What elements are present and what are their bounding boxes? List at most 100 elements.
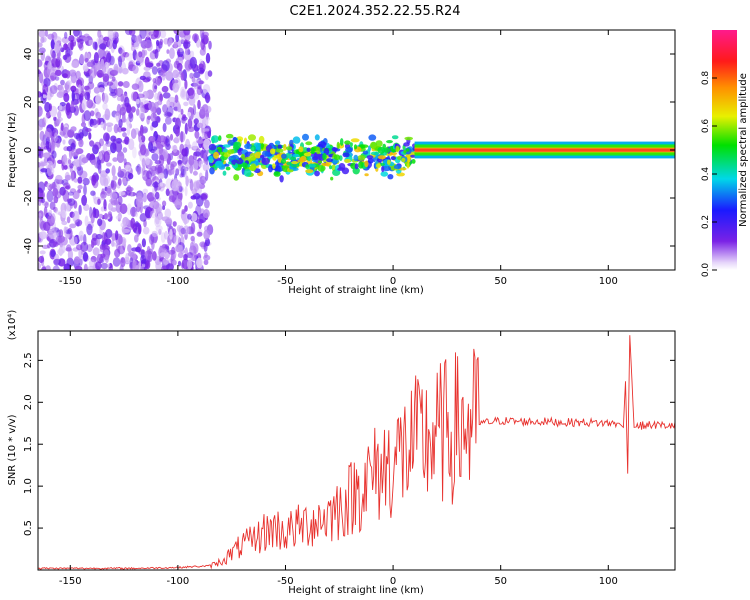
spectrogram-cell: [51, 213, 56, 224]
spectrogram-cell: [72, 190, 80, 200]
spectrogram-cell: [184, 205, 188, 212]
spectrogram-cell: [174, 94, 179, 104]
spectrogram-cell: [338, 163, 346, 170]
spectrogram-cell: [112, 157, 118, 162]
spectrogram-y-tick-label: 20: [23, 96, 34, 109]
spectrogram-band: [414, 149, 675, 151]
spectrogram-cell: [205, 94, 211, 102]
spectrogram-cell: [38, 181, 46, 193]
spectrogram-cell: [43, 221, 51, 231]
spectrogram-cell: [182, 225, 190, 236]
spectrogram-cell: [142, 226, 150, 235]
snr-series-line: [37, 335, 676, 570]
spectrogram-cell: [85, 72, 90, 79]
spectrogram-cell: [76, 244, 83, 251]
spectrogram-cell: [187, 213, 192, 220]
spectrogram-cell: [56, 118, 61, 124]
spectrogram-cell: [42, 93, 47, 99]
spectrogram-cell: [164, 208, 172, 218]
spectrogram-cell: [203, 36, 208, 45]
spectrogram-cell: [350, 138, 360, 143]
spectrogram-cell: [145, 260, 151, 270]
spectrogram-cell: [173, 235, 181, 246]
spectrogram-cell: [38, 30, 46, 38]
spectrogram-cell: [144, 250, 152, 261]
spectrogram-cell: [168, 37, 173, 46]
spectrogram-cell: [158, 145, 164, 155]
spectrogram-cell: [45, 141, 50, 150]
spectrogram-cell: [196, 86, 203, 96]
spectrogram-cell: [61, 210, 67, 218]
spectrogram-cell: [142, 188, 149, 194]
spectrogram-cell: [81, 157, 89, 164]
spectrogram-cell: [390, 156, 396, 161]
spectrogram-cell: [281, 153, 287, 159]
spectrogram-cell: [77, 184, 83, 190]
spectrogram-cell: [148, 31, 156, 36]
spectrogram-cell: [118, 56, 123, 68]
spectrogram-cell: [192, 104, 197, 116]
spectrogram-cell: [101, 231, 106, 243]
spectrogram-cell: [62, 139, 66, 145]
spectrogram-cell: [205, 169, 209, 181]
spectrogram-cell: [279, 175, 284, 183]
spectrogram-cell: [113, 123, 119, 134]
spectrogram-cell: [141, 49, 146, 59]
spectrogram-cell: [74, 265, 83, 270]
spectrogram-cell: [292, 153, 300, 158]
spectrogram-cell: [49, 85, 58, 95]
spectrogram-cell: [100, 194, 106, 201]
spectrogram-cell: [168, 101, 175, 108]
spectrogram-cell: [67, 159, 72, 165]
spectrogram-cell: [128, 251, 134, 257]
spectrogram-cell: [83, 65, 89, 72]
spectrogram-cell: [222, 148, 228, 153]
spectrogram-y-tick-label: -20: [23, 190, 34, 206]
spectrogram-cell: [168, 249, 176, 255]
spectrogram-cell: [93, 52, 99, 64]
spectrogram-cell: [86, 99, 94, 109]
spectrogram-y-tick-label: 0: [23, 147, 34, 153]
spectrogram-cell: [88, 259, 96, 268]
spectrogram-cell: [94, 141, 102, 150]
spectrogram-cell: [45, 265, 51, 270]
spectrogram-cell: [158, 154, 165, 166]
snr-y-label: SNR (10 * v/v): [7, 414, 18, 485]
spectrogram-cell: [54, 42, 60, 54]
spectrogram-cell: [81, 194, 87, 206]
spectrogram-cell: [336, 141, 340, 150]
colorbar-tick-label: 0.2: [701, 215, 711, 229]
spectrogram-cell: [42, 36, 47, 43]
spectrogram-cell: [187, 259, 193, 270]
spectrogram-cell: [126, 124, 131, 136]
spectrogram-cell: [152, 181, 160, 188]
spectrogram-cell: [141, 171, 146, 177]
spectrogram-cell: [40, 50, 45, 61]
spectrogram-cell: [137, 80, 144, 93]
spectrogram-cell: [187, 118, 193, 129]
spectrogram-cell: [70, 101, 75, 113]
spectrogram-cell: [132, 65, 139, 74]
spectrogram-cell: [171, 179, 179, 192]
spectrogram-cell: [208, 40, 212, 50]
spectrogram-cell: [139, 107, 146, 119]
spectrogram-cell: [105, 122, 114, 127]
spectrogram-cell: [203, 229, 211, 240]
spectrogram-cell: [104, 108, 111, 121]
spectrogram-cell: [196, 160, 204, 165]
spectrogram-cell: [83, 110, 91, 122]
spectrogram-cell: [227, 149, 235, 155]
spectrogram-cell: [141, 157, 146, 168]
spectrogram-cell: [89, 110, 95, 117]
spectrogram-cell: [292, 136, 301, 144]
spectrogram-cell: [44, 114, 48, 124]
spectrogram-cell: [180, 91, 189, 100]
spectrogram-cell: [115, 230, 119, 241]
spectrogram-cell: [268, 164, 273, 173]
spectrogram-cell: [130, 128, 137, 139]
spectrogram-cell: [44, 30, 48, 37]
spectrogram-cell: [67, 198, 76, 206]
spectrogram-cell: [106, 162, 112, 167]
spectrogram-cell: [39, 130, 45, 141]
spectrogram-cell: [90, 212, 95, 224]
